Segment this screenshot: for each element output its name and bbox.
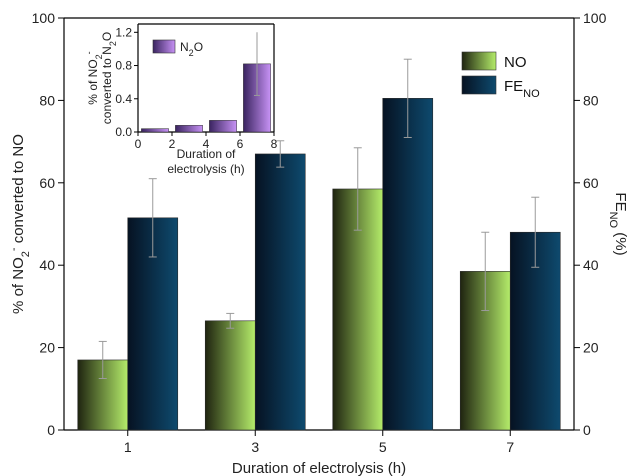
main-legend: NO FENO: [461, 51, 540, 100]
left-y-ticks: 0 20 40 60 80 100: [32, 10, 64, 438]
right-y-tick-label: 20: [583, 340, 599, 356]
inset-y-title-line2: converted to N2O: [100, 32, 118, 124]
right-y-tick-label: 0: [583, 422, 591, 438]
inset-y-tick-label: 0.0: [115, 125, 132, 139]
inset-bar-n2o: [175, 125, 203, 133]
x-tick-label: 3: [251, 439, 259, 455]
bar-fe-no: [254, 153, 306, 431]
inset-x-tick-label: 0: [135, 137, 142, 151]
bar-no: [204, 320, 256, 431]
x-ticks: 1 3 5 7: [124, 430, 514, 455]
inset-legend-label: N2O: [180, 40, 203, 58]
inset-y-tick-label: 1.2: [115, 25, 132, 39]
legend-swatch-fe-no: [461, 75, 497, 95]
left-y-axis-title: % of NO2- converted to NO: [8, 134, 32, 314]
left-y-tick-label: 100: [32, 10, 56, 26]
left-y-tick-label: 20: [39, 340, 55, 356]
left-y-tick-label: 60: [39, 175, 55, 191]
inset-bar-n2o: [141, 128, 169, 133]
inset-y-tick-label: 0.4: [115, 92, 132, 106]
inset-y-ticks: 0.0 0.4 0.8 1.2: [115, 25, 138, 139]
main-bars: [77, 58, 561, 431]
left-y-tick-label: 40: [39, 257, 55, 273]
inset-chart: 0.0 0.4 0.8 1.2 0 2 4 6 8 N2O Duration of elect…: [84, 23, 278, 176]
inset-x-tick-label: 2: [169, 137, 176, 151]
inset-legend-swatch: [152, 39, 176, 54]
x-axis-title: Duration of electrolysis (h): [232, 460, 406, 476]
inset-y-tick-label: 0.8: [115, 59, 132, 73]
inset-x-ticks: 0 2 4 6 8: [135, 132, 278, 151]
right-y-tick-label: 60: [583, 175, 599, 191]
right-y-ticks: 0 20 40 60 80 100: [574, 10, 607, 438]
legend-label-fe-no: FENO: [504, 78, 540, 100]
right-y-axis-title: FENO (%): [607, 192, 629, 255]
legend-swatch-no: [461, 51, 497, 71]
inset-x-tick-label: 6: [237, 137, 244, 151]
left-y-tick-label: 0: [47, 422, 55, 438]
left-y-tick-label: 80: [39, 92, 55, 108]
right-y-tick-label: 100: [583, 10, 607, 26]
legend-label-no: NO: [504, 54, 527, 71]
inset-x-tick-label: 8: [271, 137, 278, 151]
inset-bars: [141, 32, 271, 133]
x-tick-label: 5: [379, 439, 387, 455]
inset-x-tick-label: 4: [203, 137, 210, 151]
right-y-tick-label: 40: [583, 257, 599, 273]
inset-bar-n2o: [209, 120, 237, 133]
x-tick-label: 1: [124, 439, 132, 455]
inset-x-title-line1: Duration of: [177, 147, 236, 161]
right-y-tick-label: 80: [583, 92, 599, 108]
bar-fe-no: [382, 98, 434, 431]
inset-y-title-line1: % of NO2-: [84, 51, 104, 104]
x-tick-label: 7: [506, 439, 514, 455]
inset-x-title-line2: electrolysis (h): [167, 162, 244, 176]
